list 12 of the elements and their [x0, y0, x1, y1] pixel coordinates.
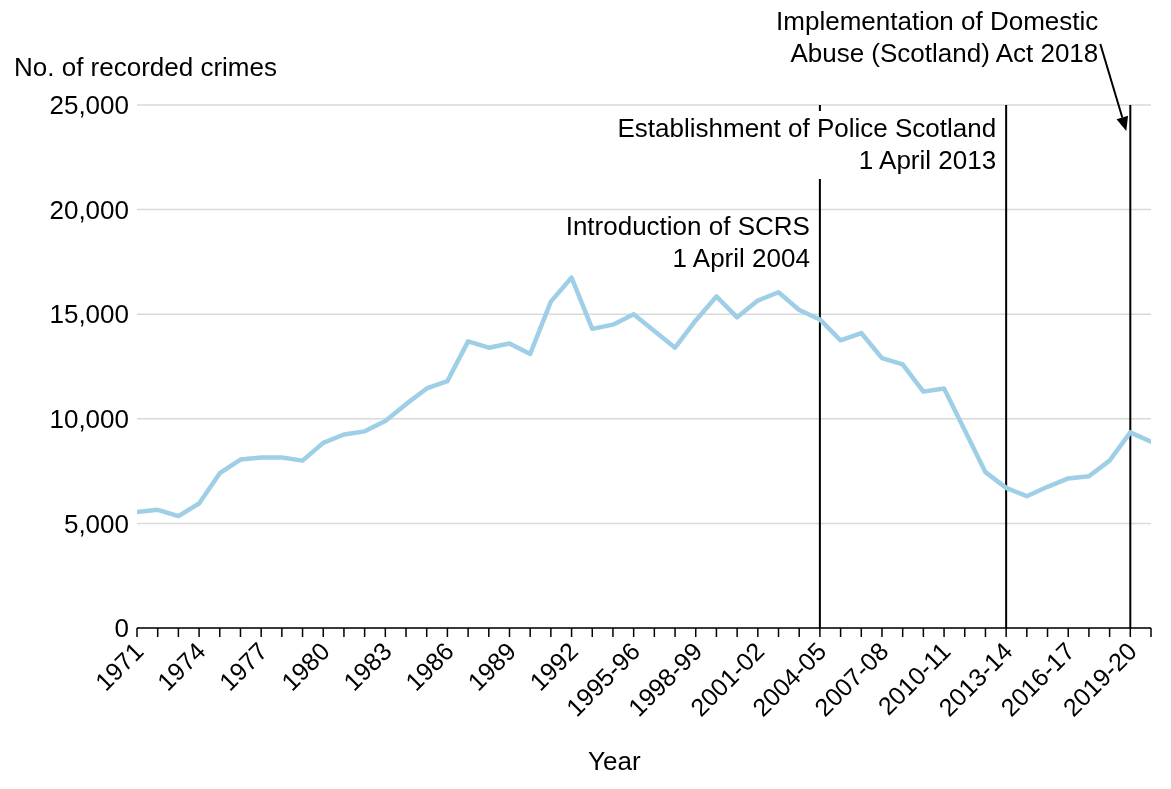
y-tick-label: 0 — [114, 613, 129, 644]
y-axis-title: No. of recorded crimes — [14, 52, 277, 83]
y-tick-label: 5,000 — [63, 508, 129, 539]
y-tick-label: 15,000 — [49, 299, 129, 330]
ref-line-label: Introduction of SCRS 1 April 2004 — [565, 211, 810, 273]
line-series — [137, 275, 1151, 519]
x-axis-title: Year — [588, 746, 641, 777]
y-tick-label: 20,000 — [49, 194, 129, 225]
ref-line-label: Establishment of Police Scotland 1 April 2013 — [617, 113, 997, 175]
y-tick-label: 10,000 — [49, 404, 129, 435]
ref-line-label: Implementation of Domestic Abuse (Scotland) Act 2018 — [776, 6, 1099, 68]
y-tick-label: 25,000 — [49, 90, 129, 121]
